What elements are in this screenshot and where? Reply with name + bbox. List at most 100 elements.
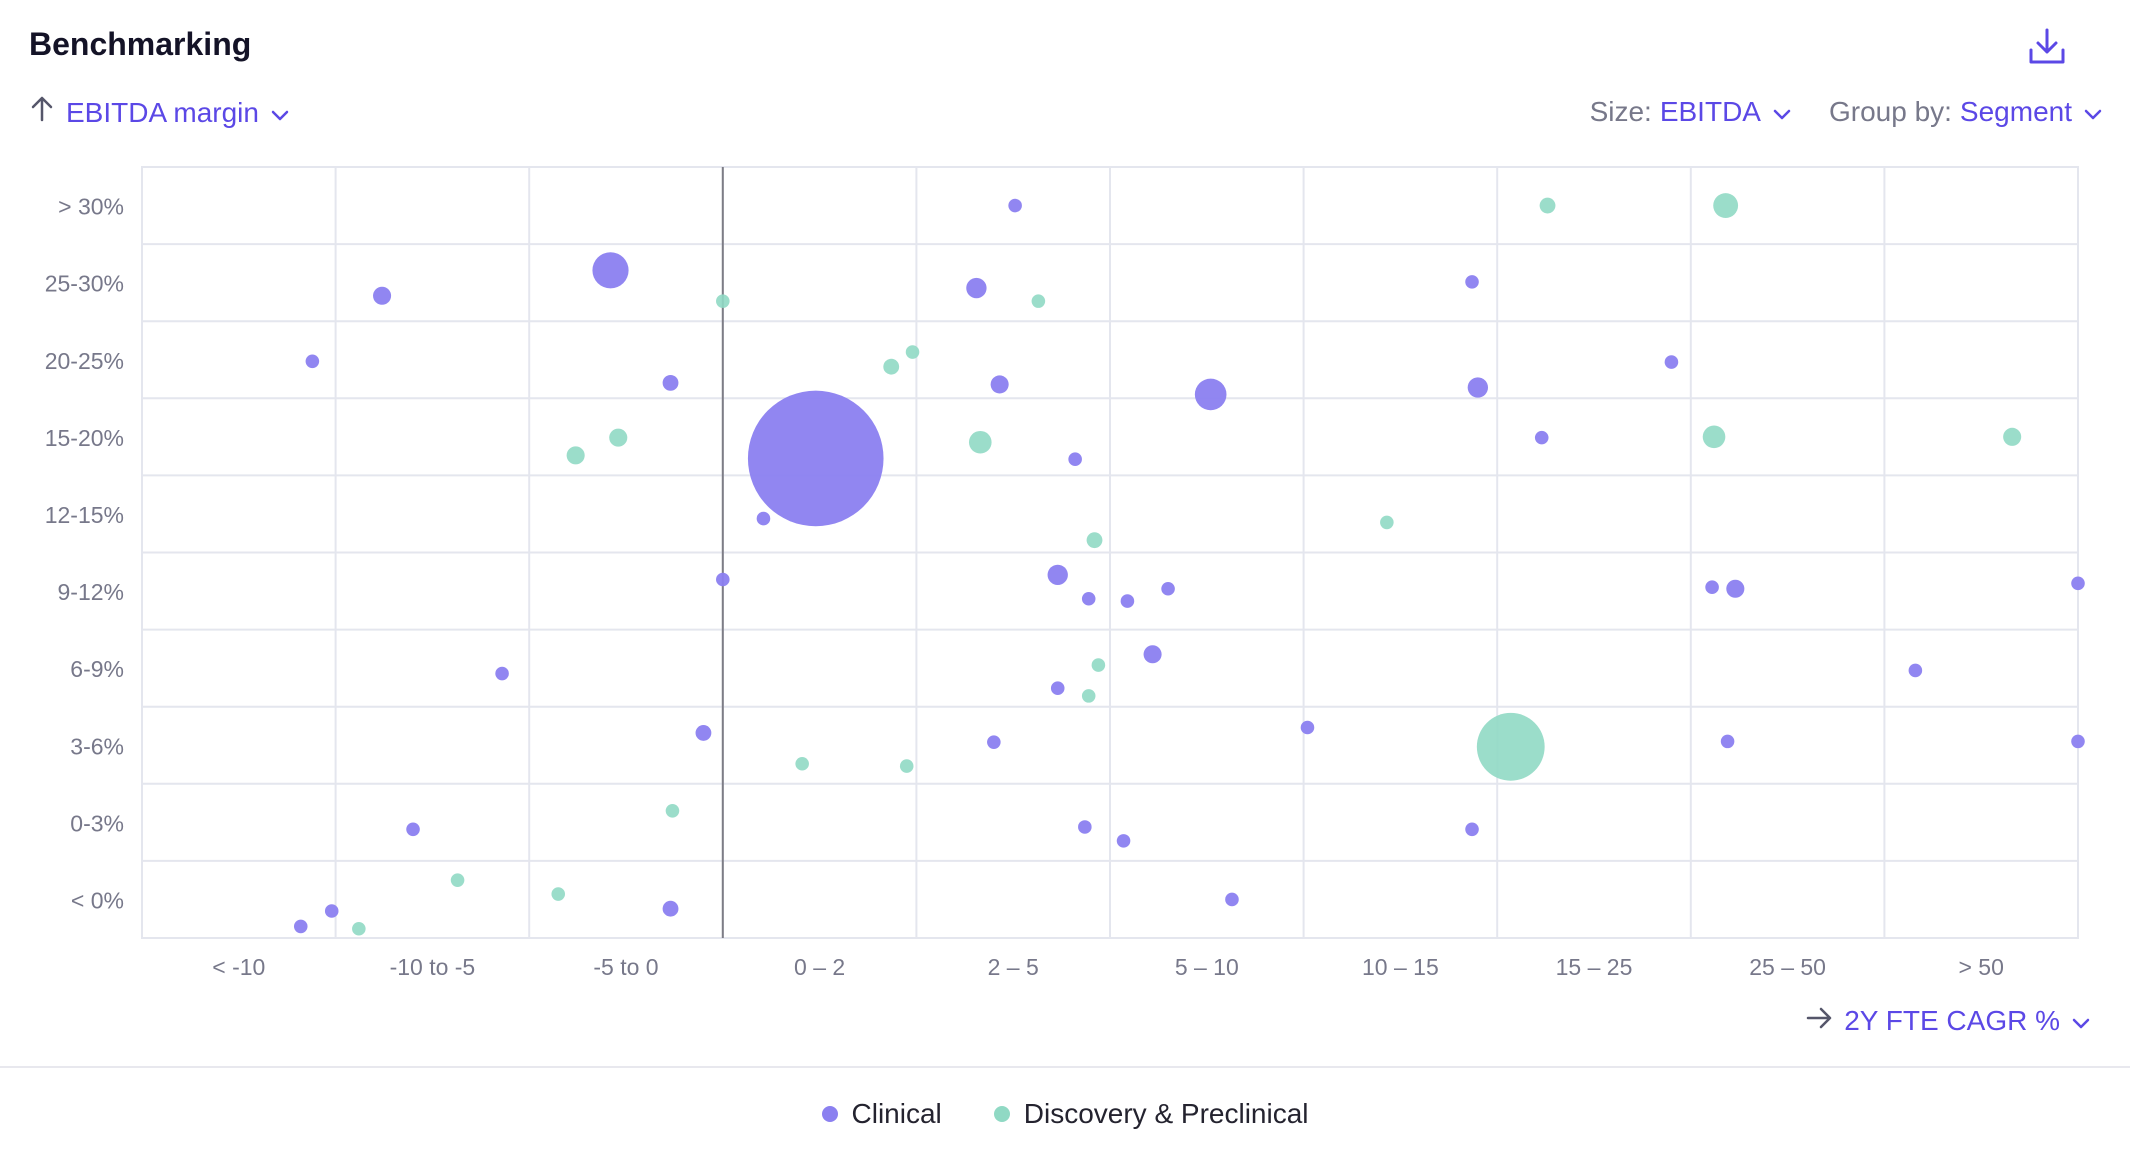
- data-point-clinical: [1465, 275, 1479, 289]
- data-point-clinical: [1467, 377, 1489, 398]
- data-point-clinical: [1116, 834, 1131, 848]
- x-tick-label: 10 – 15: [1362, 954, 1439, 980]
- y-tick-label: 25-30%: [45, 271, 124, 297]
- size-selector-label: Size:: [1589, 96, 1652, 127]
- data-point-clinical: [1008, 198, 1022, 213]
- data-point-clinical: [1047, 564, 1068, 586]
- data-point-discovery: [1086, 532, 1103, 549]
- data-point-clinical: [990, 375, 1009, 394]
- y-tick-label: 12-15%: [45, 502, 124, 528]
- data-point-clinical: [1068, 452, 1082, 466]
- legend-dot-discovery: [993, 1106, 1010, 1122]
- legend-item-clinical[interactable]: Clinical: [821, 1098, 942, 1130]
- data-point-discovery: [716, 294, 730, 308]
- data-point-clinical: [1726, 579, 1745, 598]
- group-by-selector-value: Segment: [1959, 96, 2072, 127]
- data-point-discovery: [566, 446, 585, 465]
- data-point-clinical: [987, 735, 1001, 749]
- data-point-discovery: [1091, 658, 1106, 672]
- data-point-discovery: [1539, 197, 1556, 214]
- group-by-selector-label: Group by:: [1828, 96, 1952, 127]
- data-point-discovery: [609, 428, 628, 447]
- y-tick-label: 9-12%: [58, 579, 124, 605]
- data-point-discovery: [2003, 427, 2022, 446]
- data-point-discovery: [883, 358, 900, 375]
- data-point-clinical: [293, 919, 308, 934]
- page-title: Benchmarking: [29, 26, 252, 62]
- size-selector-value: EBITDA: [1659, 96, 1761, 127]
- data-point-discovery: [795, 756, 809, 771]
- chevron-down-icon: [1773, 96, 1791, 128]
- legend-dot-clinical: [821, 1106, 838, 1122]
- chevron-down-icon: [2072, 1005, 2090, 1037]
- data-point-clinical: [1078, 820, 1092, 834]
- data-point-discovery: [1081, 689, 1096, 703]
- x-axis-selector[interactable]: 2Y FTE CAGR %: [1806, 1005, 2090, 1037]
- x-tick-label: 15 – 25: [1556, 954, 1633, 980]
- data-point-discovery: [1476, 712, 1545, 781]
- x-tick-label: 0 – 2: [794, 954, 845, 980]
- data-point-discovery: [352, 921, 366, 936]
- data-point-clinical: [305, 354, 320, 369]
- y-tick-label: > 30%: [58, 194, 124, 220]
- data-point-clinical: [1050, 681, 1065, 695]
- download-icon[interactable]: [2024, 24, 2070, 70]
- data-point-discovery: [899, 759, 914, 773]
- data-point-clinical: [1705, 580, 1719, 594]
- data-point-clinical: [2071, 734, 2085, 749]
- size-selector[interactable]: Size: EBITDA: [1590, 96, 1791, 128]
- data-point-clinical: [1120, 594, 1135, 608]
- arrow-right-icon: [1806, 1005, 1832, 1037]
- data-point-clinical: [406, 822, 420, 837]
- x-tick-label: > 50: [1958, 954, 2003, 980]
- data-point-clinical: [662, 374, 679, 391]
- data-point-clinical: [1081, 591, 1096, 606]
- x-tick-label: 5 – 10: [1175, 954, 1239, 980]
- data-point-clinical: [373, 286, 392, 305]
- data-point-clinical: [747, 390, 884, 527]
- bubble-chart: < 0% 0-3% 3-6% 6-9% 9-12% 12-15% 15-20% 20-25% 2…: [45, 166, 2085, 980]
- data-point-clinical: [1161, 581, 1175, 596]
- data-point-discovery: [1380, 515, 1394, 530]
- group-by-selector[interactable]: Group by: Segment: [1829, 96, 2102, 128]
- y-axis-tick-labels: < 0% 0-3% 3-6% 6-9% 9-12% 12-15% 15-20% 20-25% 2…: [45, 194, 124, 914]
- x-axis-selector-value: 2Y FTE CAGR %: [1844, 1005, 2060, 1036]
- legend: Clinical Discovery & Preclinical: [0, 1098, 2130, 1130]
- data-point-clinical: [2071, 576, 2085, 591]
- data-point-clinical: [716, 572, 730, 587]
- x-axis-tick-labels: < -10 -10 to -5 -5 to 0 0 – 2 2 – 5 5 – 10 10 …: [212, 954, 2004, 980]
- data-point-discovery: [665, 804, 680, 818]
- data-point-clinical: [662, 900, 679, 917]
- arrow-up-icon: [30, 96, 54, 129]
- data-point-clinical: [695, 725, 712, 741]
- data-point-clinical: [1465, 822, 1479, 837]
- x-tick-label: 2 – 5: [988, 954, 1039, 980]
- data-point-discovery: [1702, 425, 1726, 449]
- y-tick-label: 15-20%: [45, 425, 124, 451]
- data-points: [293, 193, 2085, 936]
- x-tick-label: -10 to -5: [390, 954, 476, 980]
- data-point-clinical: [1225, 892, 1239, 907]
- legend-item-discovery[interactable]: Discovery & Preclinical: [993, 1098, 1309, 1130]
- y-axis-selector[interactable]: EBITDA margin: [30, 96, 289, 129]
- divider: [0, 1066, 2130, 1068]
- legend-label-clinical: Clinical: [851, 1098, 942, 1129]
- y-tick-label: 6-9%: [70, 656, 124, 682]
- data-point-discovery: [551, 887, 566, 901]
- data-point-discovery: [1031, 294, 1046, 308]
- y-tick-label: 0-3%: [70, 810, 124, 836]
- legend-label-discovery: Discovery & Preclinical: [1023, 1098, 1309, 1129]
- data-point-clinical: [1664, 355, 1679, 369]
- data-point-clinical: [324, 904, 339, 918]
- data-point-discovery: [905, 345, 920, 359]
- data-point-clinical: [1143, 645, 1162, 664]
- data-point-clinical: [495, 666, 509, 681]
- data-point-discovery: [450, 873, 465, 887]
- chevron-down-icon: [271, 97, 289, 129]
- data-point-clinical: [966, 277, 987, 299]
- data-point-discovery: [1713, 193, 1739, 218]
- data-point-clinical: [1534, 430, 1549, 445]
- data-point-clinical: [592, 252, 629, 289]
- data-point-clinical: [1720, 734, 1735, 749]
- y-tick-label: 20-25%: [45, 348, 124, 374]
